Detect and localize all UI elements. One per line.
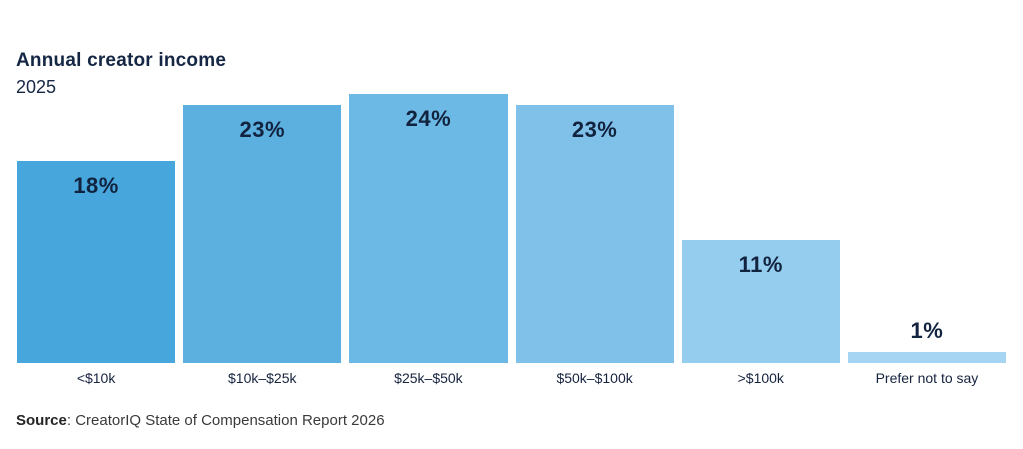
bar-column-0: 18% — [17, 94, 176, 363]
category-axis: <$10k $10k–$25k $25k–$50k $50k–$100k >$100k P… — [17, 370, 1006, 386]
category-label-0: <$10k — [76, 370, 116, 386]
bar-value-label-0: 18% — [73, 173, 119, 198]
source-note: Source: CreatorIQ State of Compensation … — [16, 412, 385, 429]
bar-4: 11% — [681, 240, 840, 363]
category-label-3: $50k–$100k — [556, 370, 633, 386]
bar-column-5: 1% — [847, 94, 1007, 363]
category-label-4: >$100k — [737, 370, 784, 386]
bar-value-label-3: 23% — [571, 117, 618, 142]
bar-column-1: 23% — [183, 94, 342, 363]
bar-value-label-4: 11% — [738, 252, 783, 277]
bar-1: 23% — [183, 105, 342, 363]
chart-title: Annual creator income — [16, 50, 227, 71]
category-label-2: $25k–$50k — [394, 370, 463, 386]
bar-2: 24% — [349, 94, 508, 363]
bar-3: 23% — [515, 105, 674, 363]
bar-0: 18% — [17, 161, 176, 363]
bar-value-label-5: 1% — [910, 318, 944, 343]
bar-column-2: 24% — [349, 94, 508, 363]
bar-value-label-2: 24% — [405, 106, 452, 131]
category-label-5: Prefer not to say — [875, 370, 979, 386]
source-label: Source — [16, 412, 67, 429]
bar-5: 1% — [847, 318, 1007, 363]
bar-column-3: 23% — [515, 94, 674, 363]
bar-column-4: 11% — [681, 94, 840, 363]
bar-value-label-1: 23% — [239, 117, 286, 142]
category-label-1: $10k–$25k — [228, 370, 297, 386]
source-text: : CreatorIQ State of Compensation Report… — [66, 412, 385, 429]
bar-chart: 18% 23% 24% 23% 11% 1% — [17, 94, 1007, 363]
chart-subtitle: 2025 — [16, 77, 57, 97]
